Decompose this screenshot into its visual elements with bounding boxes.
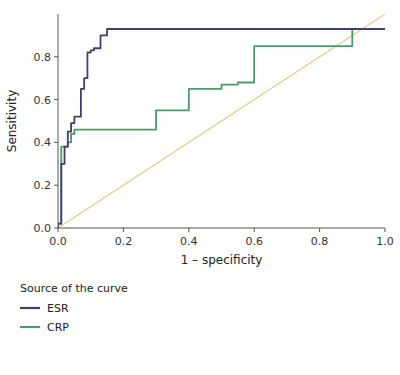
x-tick xyxy=(319,228,320,232)
legend: Source of the curve ESR CRP xyxy=(20,282,128,334)
y-tick xyxy=(54,56,58,57)
x-tick xyxy=(123,228,124,232)
roc-curve xyxy=(58,29,385,228)
x-tick xyxy=(58,228,59,232)
legend-title: Source of the curve xyxy=(20,282,128,295)
roc-curve xyxy=(58,29,385,228)
background xyxy=(0,0,400,375)
y-tick-label: 0.2 xyxy=(34,179,52,192)
y-tick xyxy=(54,185,58,186)
legend-label: ESR xyxy=(47,302,69,315)
x-tick-label: 0.0 xyxy=(49,235,67,248)
x-tick-label: 0.2 xyxy=(115,235,133,248)
x-tick-label: 0.6 xyxy=(245,235,263,248)
y-tick-label: 0.6 xyxy=(34,94,52,107)
y-axis-line xyxy=(58,14,59,228)
chart: 0.0 0.2 0.4 0.6 0.8 1.0 0.0 0.2 0.4 0.6 0.8 1 – spe… xyxy=(0,0,400,375)
legend-swatch xyxy=(20,326,40,328)
legend-label: CRP xyxy=(47,321,69,334)
axes: 0.0 0.2 0.4 0.6 0.8 1.0 0.0 0.2 0.4 0.6 0.8 xyxy=(34,14,394,248)
x-tick xyxy=(254,228,255,232)
y-tick-label: 0.0 xyxy=(34,222,52,235)
legend-swatch xyxy=(20,307,40,309)
reference-line xyxy=(58,14,385,228)
y-tick-label: 0.4 xyxy=(34,136,52,149)
y-tick-label: 0.8 xyxy=(34,51,52,64)
x-axis-line xyxy=(58,228,385,229)
y-tick xyxy=(54,228,58,229)
x-axis-label: 1 – specificity xyxy=(181,253,263,267)
y-tick xyxy=(54,99,58,100)
plot-area xyxy=(58,14,385,228)
x-tick xyxy=(188,228,189,232)
y-tick xyxy=(54,142,58,143)
x-tick xyxy=(385,228,386,232)
x-tick-label: 1.0 xyxy=(376,235,394,248)
x-tick-label: 0.4 xyxy=(180,235,198,248)
x-tick-label: 0.8 xyxy=(311,235,329,248)
y-axis-label: Sensitivity xyxy=(5,90,19,152)
